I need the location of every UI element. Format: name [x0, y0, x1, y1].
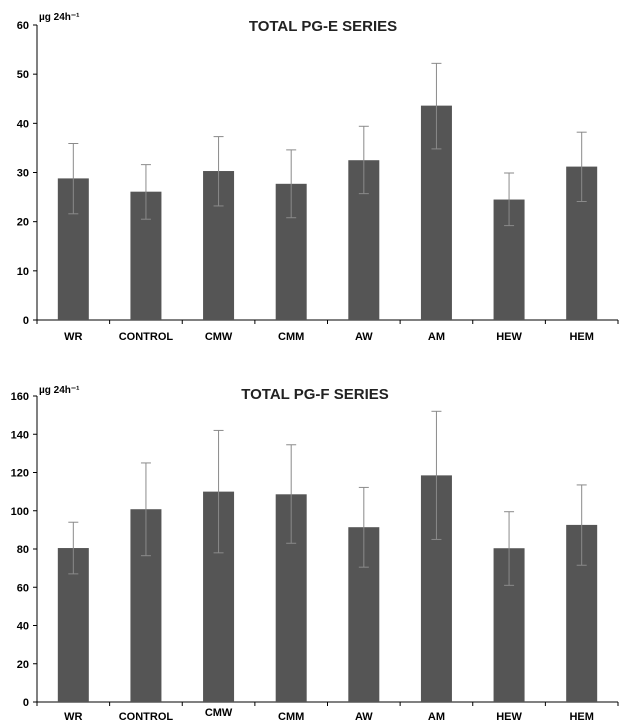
category-label: HEM: [569, 711, 593, 722]
y-tick-label: 140: [11, 429, 29, 441]
y-tick-label: 10: [17, 266, 29, 278]
chart-title: TOTAL PG-E SERIES: [249, 18, 397, 35]
y-tick-label: 120: [11, 468, 29, 480]
category-label: AW: [355, 711, 373, 722]
category-label: CMM: [278, 711, 304, 722]
category-label: HEM: [569, 331, 593, 343]
category-label: AM: [428, 711, 445, 722]
category-label: HEW: [496, 711, 522, 722]
y-tick-label: 40: [17, 118, 29, 130]
category-label: HEW: [496, 331, 522, 343]
y-tick-label: 0: [23, 697, 29, 709]
y-tick-label: 0: [23, 315, 29, 327]
y-tick-label: 30: [17, 168, 29, 180]
category-label: CONTROL: [119, 711, 174, 722]
y-tick-label: 40: [17, 621, 29, 633]
y-tick-label: 20: [17, 659, 29, 671]
y-tick-label: 20: [17, 217, 29, 229]
category-label: AW: [355, 331, 373, 343]
unit-label: µg 24h⁻¹: [39, 12, 80, 23]
y-tick-label: 160: [11, 391, 29, 403]
category-label: CONTROL: [119, 331, 174, 343]
category-label: AM: [428, 331, 445, 343]
pg-f-chart: TOTAL PG-F SERIES µg 24h⁻¹ 0 20 40 60 80 100 120…: [11, 385, 619, 722]
unit-label: µg 24h⁻¹: [39, 385, 80, 396]
category-label: WR: [64, 331, 82, 343]
pg-e-chart: TOTAL PG-E SERIES µg 24h⁻¹ 0 10 20 30 40 50 60 WR…: [17, 12, 619, 343]
y-tick-label: 60: [17, 20, 29, 32]
category-label: CMW: [205, 331, 233, 343]
category-label: CMW: [205, 707, 233, 719]
y-tick-label: 100: [11, 506, 29, 518]
category-label: WR: [64, 711, 82, 722]
y-tick-label: 50: [17, 69, 29, 81]
category-label: CMM: [278, 331, 304, 343]
chart-title: TOTAL PG-F SERIES: [241, 386, 389, 403]
y-tick-label: 60: [17, 582, 29, 594]
y-tick-label: 80: [17, 544, 29, 556]
